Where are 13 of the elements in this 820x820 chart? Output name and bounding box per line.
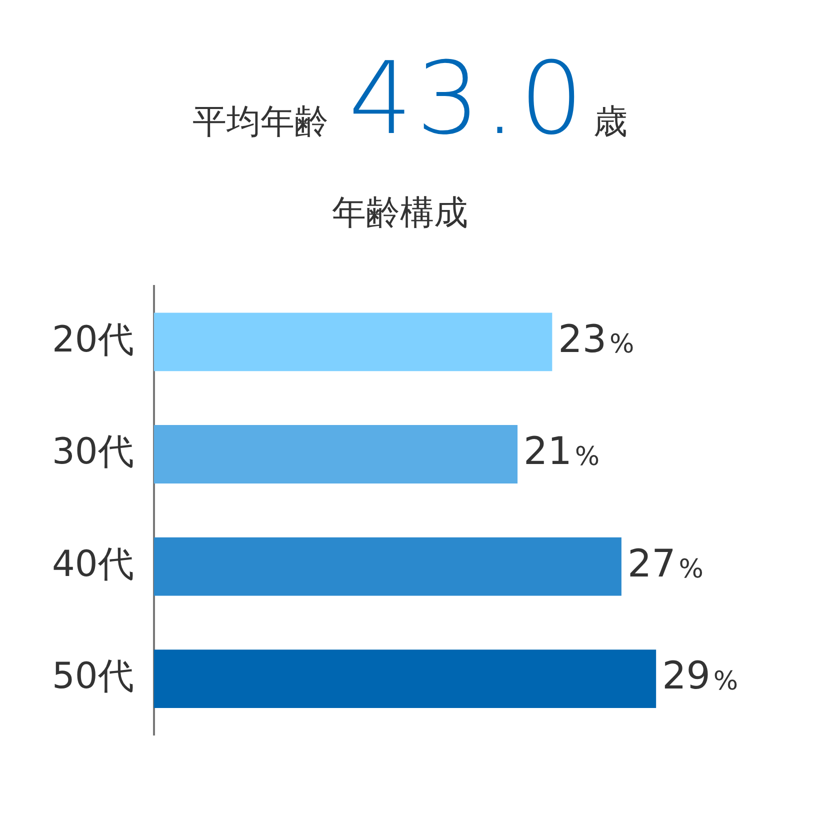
data-label: 23% — [558, 316, 634, 361]
bar — [154, 537, 622, 596]
y-tick-label: 50代 — [52, 656, 134, 698]
bar — [154, 312, 552, 372]
data-label: 29% — [662, 654, 738, 698]
chart-title: 年齢構成 — [332, 193, 468, 234]
data-label: 27% — [627, 541, 704, 586]
y-tick-label: 30代 — [52, 432, 134, 473]
y-tick-label: 40代 — [52, 544, 134, 585]
bar — [154, 425, 518, 484]
bar — [154, 650, 656, 708]
y-tick-label: 20代 — [52, 319, 134, 360]
data-label: 21% — [524, 429, 600, 474]
